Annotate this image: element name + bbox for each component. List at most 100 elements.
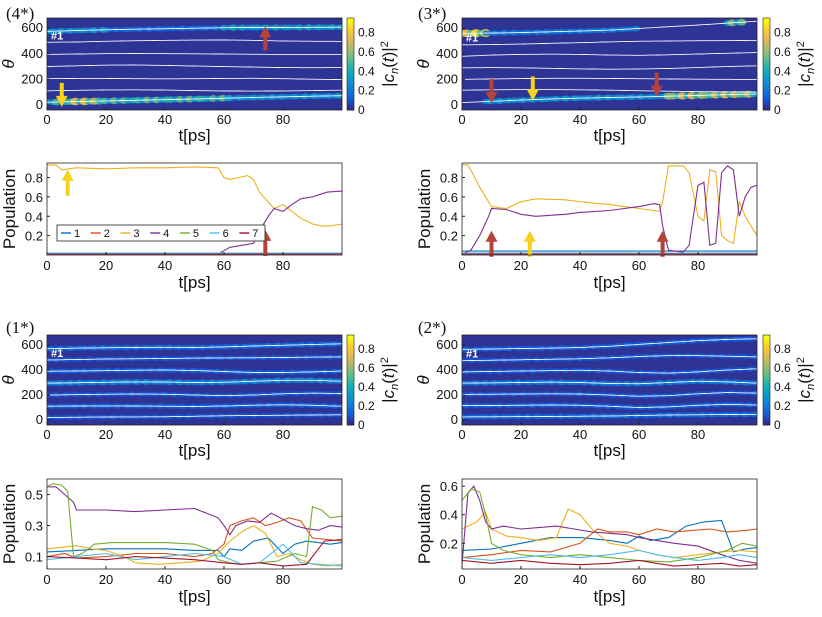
state-trace-4 <box>462 380 757 385</box>
arrow-2 <box>526 76 539 101</box>
colorbar-segment <box>347 371 354 375</box>
colorbar-segment <box>763 94 770 99</box>
colorbar-segment <box>347 18 354 22</box>
x-tick-label: 0 <box>43 427 50 442</box>
colorbar-segment <box>763 54 770 59</box>
colorbar-tick-label: 0.4 <box>358 380 375 394</box>
plot-frame <box>46 478 343 570</box>
x-tick-label: 40 <box>573 427 587 442</box>
heatmap-area <box>462 18 757 105</box>
colorbar-segment <box>763 60 770 65</box>
state-trace-5 <box>462 77 757 80</box>
series-line-7 <box>47 538 342 567</box>
colorbar-segment <box>347 33 354 37</box>
x-tick-label: 20 <box>514 112 528 127</box>
colorbar-segment <box>347 377 354 381</box>
colorbar-segment <box>763 338 770 342</box>
colorbar-segment <box>763 64 770 68</box>
colorbar-segment <box>763 39 770 44</box>
legend: 1 2 3 4 5 6 7 <box>56 224 266 242</box>
colorbar-segment <box>347 362 354 366</box>
series-line-3 <box>462 164 757 245</box>
colorbar-segment <box>347 338 354 342</box>
colorbar-segment <box>347 64 354 68</box>
colorbar-segment <box>763 57 770 62</box>
series-line-4 <box>47 190 342 255</box>
colorbar-segment <box>763 347 770 351</box>
x-tick-label: 60 <box>632 258 646 273</box>
colorbar-segment <box>763 368 770 372</box>
colorbar-segment <box>763 24 770 28</box>
trace-label: #1 <box>466 32 478 44</box>
series-line-2 <box>462 528 757 559</box>
x-axis-label: t[ps] <box>593 587 625 606</box>
series-line-2 <box>47 517 342 559</box>
colorbar-segment <box>763 27 770 31</box>
legend-label-2: 2 <box>104 228 110 240</box>
x-axis-label: t[ps] <box>593 273 625 292</box>
colorbar-tick-label: 0 <box>774 418 781 432</box>
series-line-3 <box>47 524 342 567</box>
colorbar-segment <box>763 389 770 393</box>
y-tick-label: 600 <box>436 20 458 35</box>
plot-area <box>47 483 342 567</box>
colorbar-segment <box>347 389 354 393</box>
state-trace-7 <box>47 414 342 418</box>
legend-label-6: 6 <box>223 228 229 240</box>
state-trace-5 <box>47 77 342 81</box>
state-trace-3 <box>462 368 757 374</box>
colorbar-segment <box>763 362 770 366</box>
colorbar-tick-label: 0.2 <box>358 84 375 98</box>
series-line-6 <box>47 543 342 567</box>
colorbar-segment <box>347 392 354 396</box>
plot-frame <box>461 17 758 111</box>
colorbar-segment <box>763 51 770 56</box>
x-tick-label: 60 <box>217 258 231 273</box>
x-axis-label: t[ps] <box>178 587 210 606</box>
y-tick-label: 200 <box>436 71 458 86</box>
y-axis-label: Population <box>0 484 19 564</box>
colorbar-segment <box>347 88 354 93</box>
colorbar-tick-label: 0.4 <box>358 64 375 78</box>
state-trace-3 <box>462 52 757 57</box>
state-trace-1 <box>47 26 342 32</box>
colorbar-segment <box>347 54 354 59</box>
y-tick-label: 0.6 <box>440 479 458 494</box>
legend-label-5: 5 <box>193 228 199 240</box>
population-panel-2: 0 20 40 60 80 0.2 0.4 0.6 0.8 t[ps] Population <box>415 162 758 292</box>
state-trace-2 <box>462 39 757 46</box>
y-tick-label: 0.4 <box>440 209 458 224</box>
colorbar-segment <box>347 356 354 360</box>
state-trace-2 <box>47 39 342 43</box>
colorbar-segment <box>347 395 354 399</box>
y-tick-label: 0.6 <box>25 190 43 205</box>
colorbar-segment <box>347 60 354 65</box>
colorbar-segment <box>763 344 770 348</box>
colorbar-tick-label: 0.8 <box>774 26 791 40</box>
x-tick-label: 0 <box>458 258 465 273</box>
colorbar-tick-label: 0 <box>774 103 781 117</box>
colorbar-segment <box>347 24 354 28</box>
y-tick-label: 0.3 <box>25 519 43 534</box>
plot-frame <box>46 334 343 426</box>
state-trace-3 <box>47 369 342 373</box>
colorbar-segment <box>347 45 354 50</box>
x-tick-label: 40 <box>158 112 172 127</box>
colorbar-segment <box>763 404 770 408</box>
colorbar-segment <box>347 57 354 62</box>
x-tick-label: 40 <box>573 572 587 587</box>
x-tick-label: 60 <box>217 112 231 127</box>
colorbar-segment <box>347 85 354 90</box>
series-line-5 <box>47 483 342 565</box>
x-tick-label: 40 <box>573 258 587 273</box>
colorbar-segment <box>763 422 770 426</box>
colorbar-segment <box>763 100 770 105</box>
arrow-2 <box>259 26 272 51</box>
colorbar-tick-label: 0.6 <box>358 361 375 375</box>
colorbar-segment <box>347 94 354 99</box>
colorbar-tick-label: 0.8 <box>774 342 791 356</box>
x-tick-label: 40 <box>158 258 172 273</box>
y-tick-label: 200 <box>21 71 43 86</box>
x-tick-label: 80 <box>691 427 705 442</box>
y-axis-label: Population <box>0 169 19 249</box>
